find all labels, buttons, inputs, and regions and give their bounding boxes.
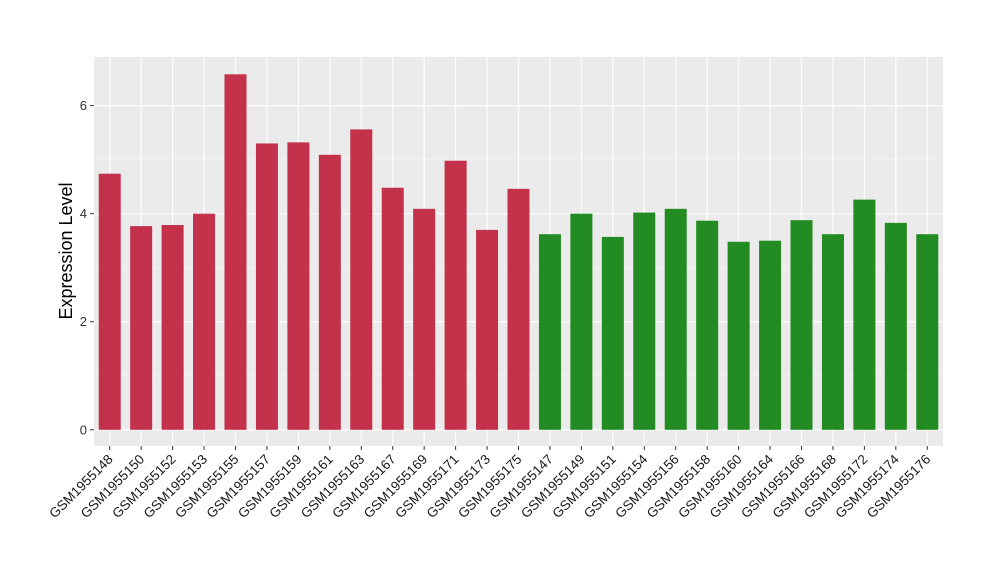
bar-GSM1955167 [381,187,404,430]
bar-GSM1955164 [759,240,782,430]
y-tick-label: 6 [80,98,87,113]
bars [98,74,939,430]
bar-GSM1955151 [601,236,624,430]
bar-GSM1955153 [193,213,216,430]
bar-GSM1955148 [98,173,121,430]
bar-GSM1955173 [476,229,499,430]
bar-GSM1955171 [444,160,467,430]
bar-GSM1955156 [664,208,687,430]
bar-GSM1955161 [318,154,341,430]
bar-GSM1955149 [570,213,593,430]
bar-GSM1955155 [224,74,247,430]
bar-GSM1955174 [884,222,907,430]
y-tick-label: 4 [80,206,87,221]
bar-GSM1955147 [538,234,561,430]
x-axis: GSM1955148GSM1955150GSM1955152GSM1955153… [46,446,933,521]
bar-GSM1955172 [853,199,876,430]
y-axis-title: Expression Level [56,182,76,319]
bar-GSM1955150 [130,226,153,430]
bar-GSM1955158 [696,220,719,430]
bar-GSM1955168 [821,234,844,430]
y-tick-label: 2 [80,314,87,329]
bar-GSM1955160 [727,241,750,430]
bar-GSM1955169 [413,208,436,430]
y-tick-label: 0 [80,422,87,437]
bar-GSM1955176 [916,234,939,430]
bar-GSM1955154 [633,212,656,430]
y-axis: 0 2 4 6 [80,98,94,437]
bar-GSM1955175 [507,188,530,430]
bar-GSM1955159 [287,142,310,430]
bar-GSM1955157 [255,143,278,430]
bar-GSM1955163 [350,129,373,430]
bar-GSM1955166 [790,220,813,430]
bar-GSM1955152 [161,225,184,430]
